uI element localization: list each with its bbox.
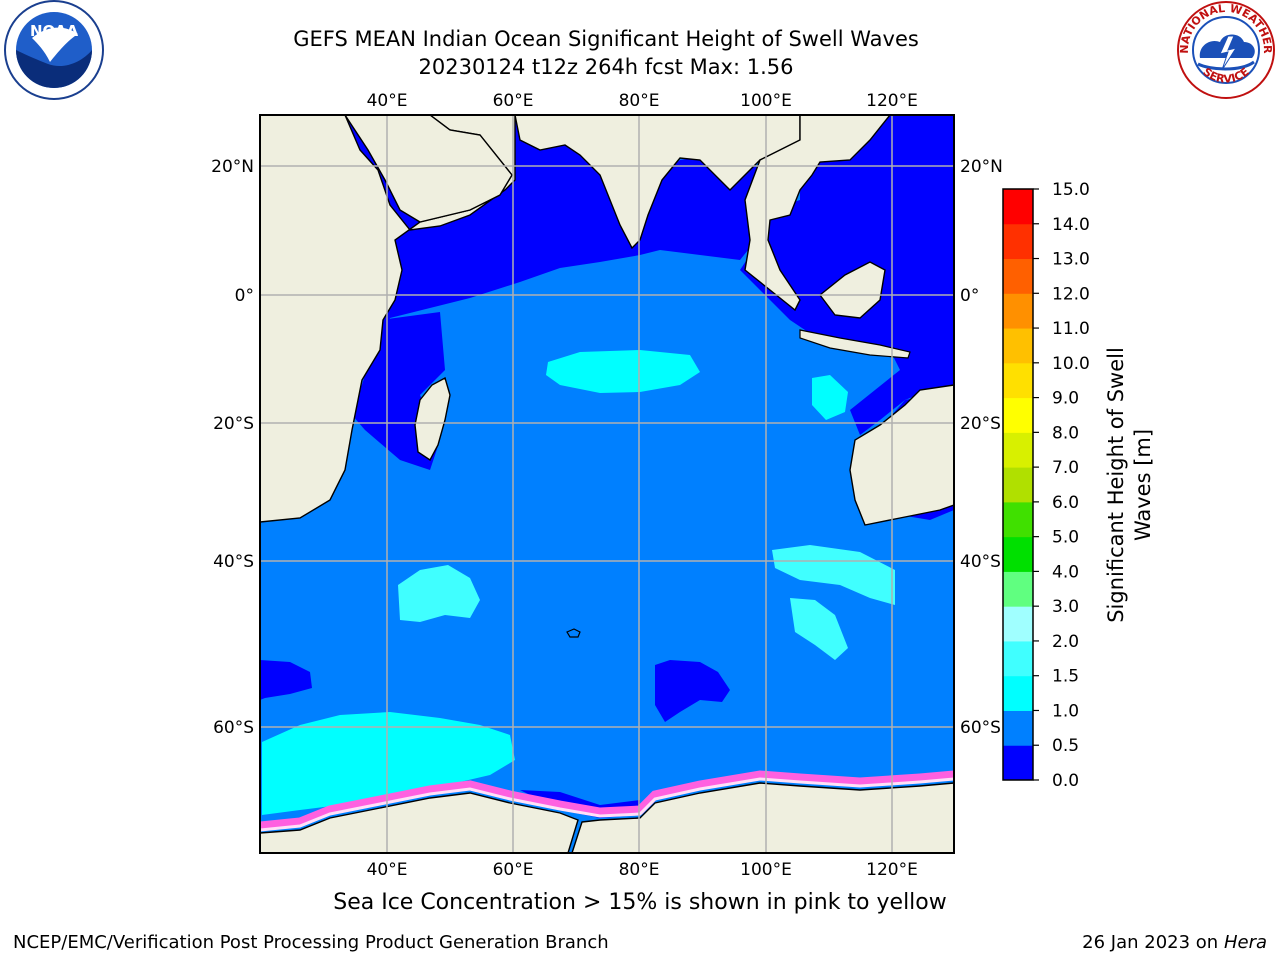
colorbar-tick-label: 5.0 [1052, 528, 1079, 548]
colorbar-label-line1: Significant Height of Swell [1104, 347, 1128, 623]
colorbar-tick-label: 0.5 [1052, 736, 1079, 756]
land-antarctica [260, 782, 954, 853]
machine-name: Hera [1223, 932, 1267, 953]
colorbar-segment [1003, 293, 1033, 329]
colorbar-tick-label: 10.0 [1052, 354, 1090, 374]
colorbar-segment [1003, 362, 1033, 399]
colorbar-segment [1003, 606, 1033, 642]
colorbar-segment [1003, 501, 1033, 538]
left-lat-label: 20°N [211, 157, 254, 177]
right-lat-label: 0° [960, 286, 979, 306]
colorbar-segment [1003, 571, 1033, 607]
nws-logo: NATIONAL WEATHER SERVICE [1177, 1, 1275, 99]
right-lat-label: 60°S [960, 718, 1001, 738]
top-lon-label: 80°E [619, 91, 660, 111]
bottom-lon-label: 100°E [740, 860, 792, 880]
sea-ice-band [260, 770, 954, 831]
colorbar-tick-label: 9.0 [1052, 389, 1079, 409]
sea-ice-note: Sea Ice Concentration > 15% is shown in … [333, 890, 947, 915]
colorbar-tick-label: 7.0 [1052, 458, 1079, 478]
colorbar-label-line2: Waves [m] [1131, 429, 1155, 541]
colorbar-segment [1003, 745, 1033, 781]
colorbar-segment [1003, 223, 1033, 260]
colorbar-tick-label: 14.0 [1052, 215, 1090, 235]
colorbar-tick-label: 8.0 [1052, 423, 1079, 443]
top-lon-label: 60°E [493, 91, 534, 111]
land-java [799, 329, 911, 359]
high-swell-east-north [812, 375, 848, 420]
map-subtitle: 20230124 t12z 264h fcst Max: 1.56 [418, 55, 794, 79]
colorbar-segment [1003, 258, 1033, 294]
colorbar-segment [1003, 432, 1033, 468]
bottom-lon-label: 40°E [367, 860, 408, 880]
colorbar-tick-label: 1.5 [1052, 667, 1079, 687]
colorbar-segment [1003, 710, 1033, 746]
colorbar [1002, 188, 1034, 781]
colorbar-tick-label: 4.0 [1052, 562, 1079, 582]
top-lon-label: 100°E [740, 91, 792, 111]
colorbar-segment [1003, 328, 1033, 364]
colorbar-segment [1003, 536, 1033, 572]
left-lat-label: 60°S [213, 718, 254, 738]
low-swell-southwest-patch [260, 660, 312, 700]
colorbar-tick-label: 6.0 [1052, 493, 1079, 513]
map-title: GEFS MEAN Indian Ocean Significant Heigh… [293, 27, 919, 51]
land-kerguelen [566, 628, 581, 638]
date-stamp: 26 Jan 2023 on Hera [1082, 932, 1267, 953]
top-lon-label: 120°E [866, 91, 918, 111]
colorbar-segment [1003, 675, 1033, 711]
noaa-logo: NOAA [4, 0, 104, 100]
right-lat-label: 20°S [960, 414, 1001, 434]
colorbar-frame [1002, 188, 1034, 781]
high-swell-east-south-2 [790, 598, 848, 660]
high-swell-central-north [546, 350, 700, 393]
bottom-lon-label: 60°E [493, 860, 534, 880]
colorbar-tick-label: 11.0 [1052, 319, 1090, 339]
nws-logo-text-bottom: SERVICE [1200, 65, 1251, 86]
colorbar-tick-label: 0.0 [1052, 771, 1079, 791]
right-lat-label: 20°N [960, 157, 1003, 177]
noaa-logo-text: NOAA [30, 22, 79, 40]
land-southeast-asia [744, 115, 891, 312]
date-text: 26 Jan 2023 on [1082, 932, 1224, 953]
map-frame [259, 114, 955, 854]
land-madagascar [414, 376, 451, 462]
left-lat-label: 40°S [213, 552, 254, 572]
bottom-lon-label: 120°E [866, 860, 918, 880]
colorbar-tick-label: 3.0 [1052, 597, 1079, 617]
land-borneo [819, 261, 886, 319]
right-lat-label: 40°S [960, 552, 1001, 572]
colorbar-tick-label: 15.0 [1052, 180, 1090, 200]
colorbar-segment [1003, 467, 1033, 503]
colorbar-segment [1003, 640, 1033, 677]
colorbar-tick-label: 1.0 [1052, 701, 1079, 721]
high-swell-southwest [262, 712, 515, 815]
high-swell-east-south-1 [772, 545, 895, 605]
sea-ice-inner [260, 777, 954, 832]
left-lat-label: 0° [235, 286, 254, 306]
graticule [260, 115, 954, 853]
colorbar-tick-label: 12.0 [1052, 284, 1090, 304]
credit-text: NCEP/EMC/Verification Post Processing Pr… [13, 932, 609, 953]
colorbar-segment [1003, 189, 1033, 225]
colorbar-tick-label: 13.0 [1052, 250, 1090, 270]
colorbar-tick-label: 2.0 [1052, 632, 1079, 652]
colorbar-segment [1003, 397, 1033, 433]
left-lat-label: 20°S [213, 414, 254, 434]
land-australia [849, 384, 954, 526]
top-lon-label: 40°E [367, 91, 408, 111]
bottom-lon-label: 80°E [619, 860, 660, 880]
map-plot [260, 115, 954, 853]
high-swell-crozet [398, 565, 480, 622]
low-swell-south-patch [655, 660, 730, 722]
colorbar-ticks: 0.0 0.5 1.0 1.5 2.0 3.0 4.0 5.0 6.0 7.0 8.0 9.0 10.0… [1033, 180, 1090, 791]
